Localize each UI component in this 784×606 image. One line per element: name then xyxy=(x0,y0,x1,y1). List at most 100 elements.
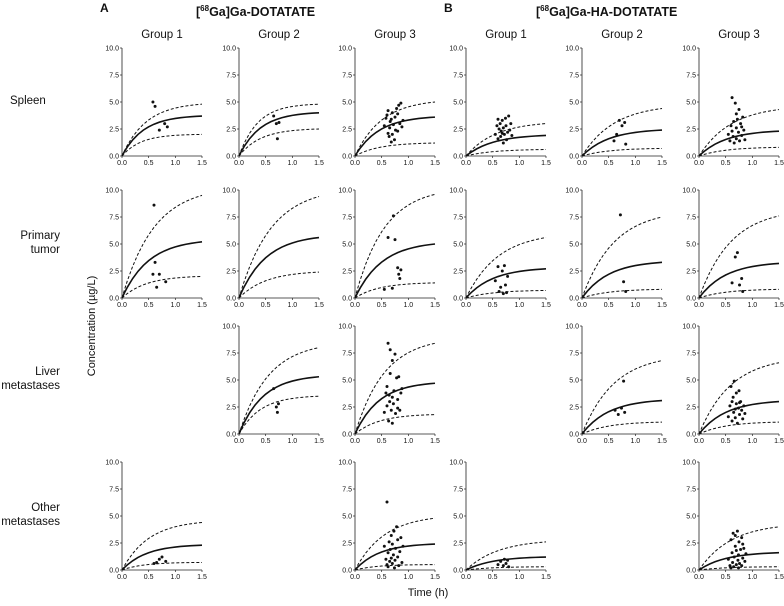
y-tick-label: 2.5 xyxy=(226,405,236,412)
y-tick-label: 7.5 xyxy=(342,487,352,494)
x-tick-label: 0.5 xyxy=(377,302,387,309)
data-point xyxy=(399,391,403,395)
x-tick-label: 0.5 xyxy=(721,574,731,581)
data-point xyxy=(503,283,507,287)
data-point xyxy=(382,544,386,548)
y-tick-label: 5.0 xyxy=(453,100,463,107)
median-line xyxy=(698,130,780,157)
data-point xyxy=(740,536,744,540)
data-point xyxy=(741,115,745,119)
data-point xyxy=(505,138,509,142)
data-point xyxy=(382,410,386,414)
x-tick-label: 1.5 xyxy=(197,302,207,309)
data-point xyxy=(620,124,624,128)
upper-bound-line xyxy=(121,103,203,157)
y-tick-label: 2.5 xyxy=(569,405,579,412)
upper-bound-line xyxy=(238,103,320,157)
lower-bound-line xyxy=(698,146,780,157)
median-line xyxy=(698,551,780,571)
median-line xyxy=(465,134,547,157)
data-point xyxy=(396,266,400,270)
x-tick-label: 0.0 xyxy=(234,160,244,167)
y-tick-label: 5.0 xyxy=(109,242,119,249)
data-point xyxy=(390,542,394,546)
upper-bound-line xyxy=(698,362,780,435)
data-point xyxy=(734,126,738,130)
data-point xyxy=(382,287,386,291)
y-tick-label: 0.0 xyxy=(453,296,463,303)
data-point xyxy=(726,557,730,561)
data-point xyxy=(730,551,734,555)
data-point xyxy=(152,562,156,566)
data-point xyxy=(153,104,157,108)
x-tick-label: 0.0 xyxy=(117,574,127,581)
y-tick-label: 0.0 xyxy=(342,154,352,161)
data-point xyxy=(735,529,739,533)
upper-bound-line xyxy=(354,193,436,299)
y-tick-label: 5.0 xyxy=(686,378,696,385)
x-tick-label: 1.5 xyxy=(314,438,324,445)
x-tick-label: 1.5 xyxy=(774,302,784,309)
median-line xyxy=(581,129,663,157)
data-point xyxy=(742,128,746,132)
y-tick-label: 10.0 xyxy=(565,46,579,53)
x-tick-label: 1.5 xyxy=(314,302,324,309)
data-point xyxy=(396,397,400,401)
y-tick-label: 10.0 xyxy=(682,188,696,195)
median-line xyxy=(121,241,203,299)
y-tick-label: 10.0 xyxy=(105,46,119,53)
data-point xyxy=(153,260,157,264)
y-tick-label: 2.5 xyxy=(686,127,696,134)
data-point xyxy=(382,124,386,128)
y-tick-label: 7.5 xyxy=(686,215,696,222)
data-point xyxy=(397,564,401,568)
data-point xyxy=(399,268,403,272)
data-point xyxy=(389,533,393,537)
lower-bound-line xyxy=(238,271,320,299)
panels: 0.0 2.5 5.0 7.5 10.0 0.0 0.5 1.0 1.5 0.0 2.5 5.0 7.5… xyxy=(105,46,784,582)
group-label-2-3: Group 3 xyxy=(718,29,760,41)
data-point xyxy=(506,130,510,134)
data-point xyxy=(496,137,500,141)
data-point xyxy=(499,559,503,563)
data-point xyxy=(739,122,743,126)
data-point xyxy=(493,279,497,283)
data-point xyxy=(504,562,508,566)
data-point xyxy=(730,96,734,100)
lower-bound-line xyxy=(698,566,780,571)
data-point xyxy=(500,131,504,135)
lower-bound-line xyxy=(354,414,436,435)
data-point xyxy=(732,410,736,414)
x-tick-label: 1.5 xyxy=(430,160,440,167)
data-point xyxy=(736,558,740,562)
data-point xyxy=(501,564,505,568)
data-point xyxy=(398,408,402,412)
x-tick-label: 1.0 xyxy=(170,302,180,309)
y-tick-label: 2.5 xyxy=(569,127,579,134)
data-point xyxy=(742,404,746,408)
data-point xyxy=(274,122,278,126)
data-point xyxy=(510,133,514,137)
x-tick-label: 0.5 xyxy=(377,160,387,167)
y-tick-label: 7.5 xyxy=(226,73,236,80)
data-point xyxy=(741,542,745,546)
data-point xyxy=(738,562,742,566)
y-tick-label: 0.0 xyxy=(686,296,696,303)
x-tick-label: 0.5 xyxy=(721,160,731,167)
x-tick-label: 1.0 xyxy=(403,302,413,309)
y-tick-label: 2.5 xyxy=(569,269,579,276)
x-axis-title: Time (h) xyxy=(408,587,449,599)
data-point xyxy=(738,139,742,143)
y-tick-label: 7.5 xyxy=(342,73,352,80)
data-point xyxy=(740,125,744,129)
x-tick-label: 1.5 xyxy=(541,302,551,309)
lower-bound-line xyxy=(581,288,663,299)
row-label-4: Other xyxy=(31,502,60,514)
x-tick-label: 1.0 xyxy=(630,302,640,309)
data-point xyxy=(151,272,155,276)
tracer-title-ha-dotatate: [68Ga]Ga-HA-DOTATATE xyxy=(536,4,677,19)
data-point xyxy=(401,118,405,122)
y-tick-label: 0.0 xyxy=(569,432,579,439)
data-point xyxy=(400,560,404,564)
data-point xyxy=(731,395,735,399)
